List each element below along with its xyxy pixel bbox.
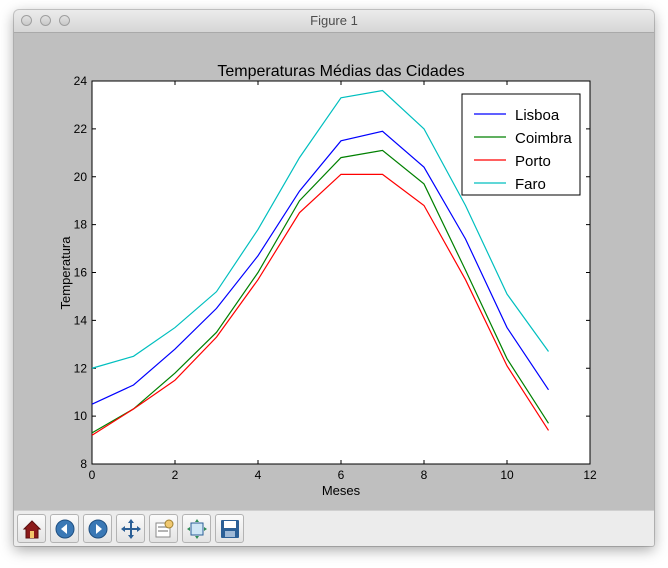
y-tick-label: 8	[80, 457, 87, 471]
home-icon	[22, 520, 42, 539]
series-lines	[91, 89, 550, 436]
y-axis-ticks: 8 10 12 14 16 18 20 22 24	[74, 74, 590, 471]
series-line-porto	[91, 173, 550, 436]
save-icon	[221, 520, 239, 538]
chart-title: Temperaturas Médias das Cidades	[217, 63, 464, 80]
y-tick-label: 22	[74, 122, 88, 136]
x-axis-ticks: 0 2 4 6 8 10 12	[89, 81, 597, 482]
y-axis-label: Temperatura	[58, 236, 73, 310]
zoom-window-button[interactable]	[59, 15, 70, 26]
x-tick-label: 2	[172, 468, 179, 482]
x-tick-label: 0	[89, 468, 96, 482]
subplots-button[interactable]	[182, 514, 211, 543]
close-window-button[interactable]	[21, 15, 32, 26]
titlebar: Figure 1	[14, 10, 654, 33]
series-line-lisboa	[91, 130, 549, 405]
series-line-coimbra	[91, 149, 550, 434]
legend-label-coimbra: Coimbra	[515, 130, 572, 147]
y-tick-label: 10	[74, 409, 88, 423]
pan-button[interactable]	[116, 514, 145, 543]
line-chart: Temperaturas Médias das Cidades Meses Te…	[58, 63, 597, 498]
figure-window: Figure 1 Temperaturas Médias das Cidades…	[14, 10, 654, 546]
window-title: Figure 1	[310, 13, 358, 28]
y-tick-label: 12	[74, 361, 88, 375]
zoom-icon	[155, 519, 174, 538]
subplots-icon	[187, 519, 207, 539]
x-tick-label: 12	[583, 468, 597, 482]
series-line-faro	[91, 89, 549, 369]
y-tick-label: 16	[74, 266, 88, 280]
y-tick-label: 24	[74, 74, 88, 88]
save-button[interactable]	[215, 514, 244, 543]
back-arrow-icon	[55, 519, 75, 539]
minimize-window-button[interactable]	[40, 15, 51, 26]
legend-box	[461, 93, 581, 196]
pan-icon	[121, 519, 141, 539]
x-tick-label: 4	[255, 468, 262, 482]
x-tick-label: 10	[500, 468, 514, 482]
y-tick-label: 20	[74, 170, 88, 184]
navigation-toolbar	[14, 510, 654, 546]
forward-arrow-icon	[88, 519, 108, 539]
y-tick-label: 14	[74, 313, 88, 327]
home-button[interactable]	[17, 514, 46, 543]
legend-label-lisboa: Lisboa	[515, 107, 560, 124]
y-tick-label: 18	[74, 218, 88, 232]
forward-button[interactable]	[83, 514, 112, 543]
legend-label-porto: Porto	[515, 153, 551, 170]
x-axis-label: Meses	[322, 483, 361, 498]
legend-label-faro: Faro	[515, 176, 546, 193]
x-tick-label: 8	[421, 468, 428, 482]
legend: Lisboa Coimbra Porto Faro	[461, 93, 581, 196]
x-tick-label: 6	[338, 468, 345, 482]
back-button[interactable]	[50, 514, 79, 543]
zoom-button[interactable]	[149, 514, 178, 543]
figure-canvas: Temperaturas Médias das Cidades Meses Te…	[14, 33, 654, 510]
